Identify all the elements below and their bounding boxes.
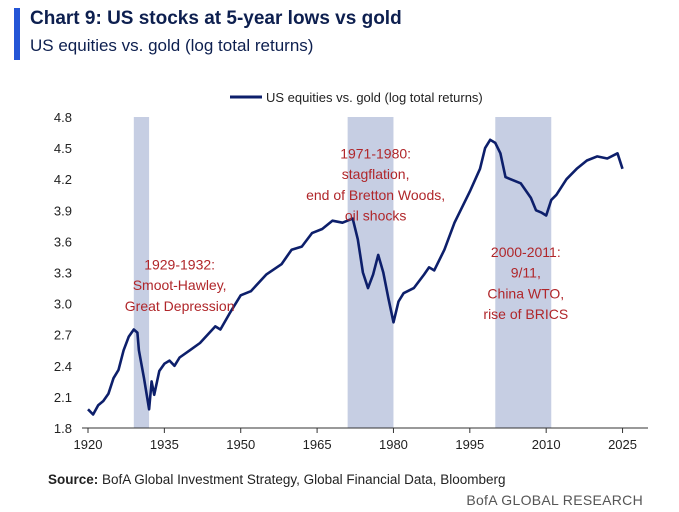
x-tick-label: 2025 bbox=[608, 437, 637, 452]
annotation-2-line: oil shocks bbox=[345, 208, 406, 224]
y-tick-label: 4.2 bbox=[54, 172, 72, 187]
annotation-2-line: 1971-1980: bbox=[340, 145, 411, 161]
y-tick-label: 3.0 bbox=[54, 297, 72, 312]
y-tick-label: 2.4 bbox=[54, 359, 72, 374]
annotation-1-line: Great Depression bbox=[125, 298, 235, 314]
annotation-3-line: 9/11, bbox=[511, 265, 541, 281]
x-tick-label: 2010 bbox=[532, 437, 561, 452]
brand-footer: BofA GLOBAL RESEARCH bbox=[466, 492, 643, 508]
annotations: 1929-1932: Smoot-Hawley, Great Depression 1… bbox=[125, 145, 568, 322]
y-tick-label: 3.3 bbox=[54, 266, 72, 281]
y-tick-label: 2.7 bbox=[54, 328, 72, 343]
annotation-3-line: China WTO, bbox=[487, 285, 564, 301]
annotation-3-line: rise of BRICS bbox=[483, 306, 568, 322]
x-tick-label: 1950 bbox=[226, 437, 255, 452]
annotation-2-line: stagflation, bbox=[342, 166, 410, 182]
y-tick-label: 4.5 bbox=[54, 141, 72, 156]
y-tick-label: 4.8 bbox=[54, 110, 72, 125]
series-line bbox=[87, 138, 624, 416]
y-tick-label: 3.9 bbox=[54, 203, 72, 218]
y-tick-label: 2.1 bbox=[54, 390, 72, 405]
source-text: BofA Global Investment Strategy, Global … bbox=[98, 472, 506, 487]
annotation-2-line: end of Bretton Woods, bbox=[306, 187, 445, 203]
chart-subtitle: US equities vs. gold (log total returns) bbox=[30, 36, 314, 55]
shaded-periods bbox=[133, 117, 552, 428]
title-accent-bar bbox=[14, 8, 20, 60]
x-tick-label: 1965 bbox=[303, 437, 332, 452]
annotation-1-line: Smoot-Hawley, bbox=[133, 277, 227, 293]
annotation-1-line: 1929-1932: bbox=[144, 256, 215, 272]
shaded-period-2 bbox=[347, 117, 394, 428]
x-tick-label: 1995 bbox=[455, 437, 484, 452]
y-tick-label: 3.6 bbox=[54, 234, 72, 249]
annotation-3-line: 2000-2011: bbox=[491, 244, 561, 260]
y-axis-ticks: 1.8 2.1 2.4 2.7 3.0 3.3 3.6 3.9 4.2 4.5 4.8 bbox=[54, 110, 72, 436]
shaded-period-1 bbox=[133, 117, 150, 428]
x-tick-label: 1920 bbox=[74, 437, 103, 452]
legend: US equities vs. gold (log total returns) bbox=[230, 90, 483, 105]
y-tick-label: 1.8 bbox=[54, 421, 72, 436]
x-axis-ticks: 1920 1935 1950 1965 1980 1995 2010 2025 bbox=[74, 428, 637, 452]
x-tick-label: 1935 bbox=[150, 437, 179, 452]
x-tick-label: 1980 bbox=[379, 437, 408, 452]
source-label: Source: bbox=[48, 472, 99, 487]
chart-title: Chart 9: US stocks at 5-year lows vs gol… bbox=[30, 8, 402, 29]
legend-label: US equities vs. gold (log total returns) bbox=[266, 90, 483, 105]
source-note: Source: BofA Global Investment Strategy,… bbox=[48, 472, 505, 487]
